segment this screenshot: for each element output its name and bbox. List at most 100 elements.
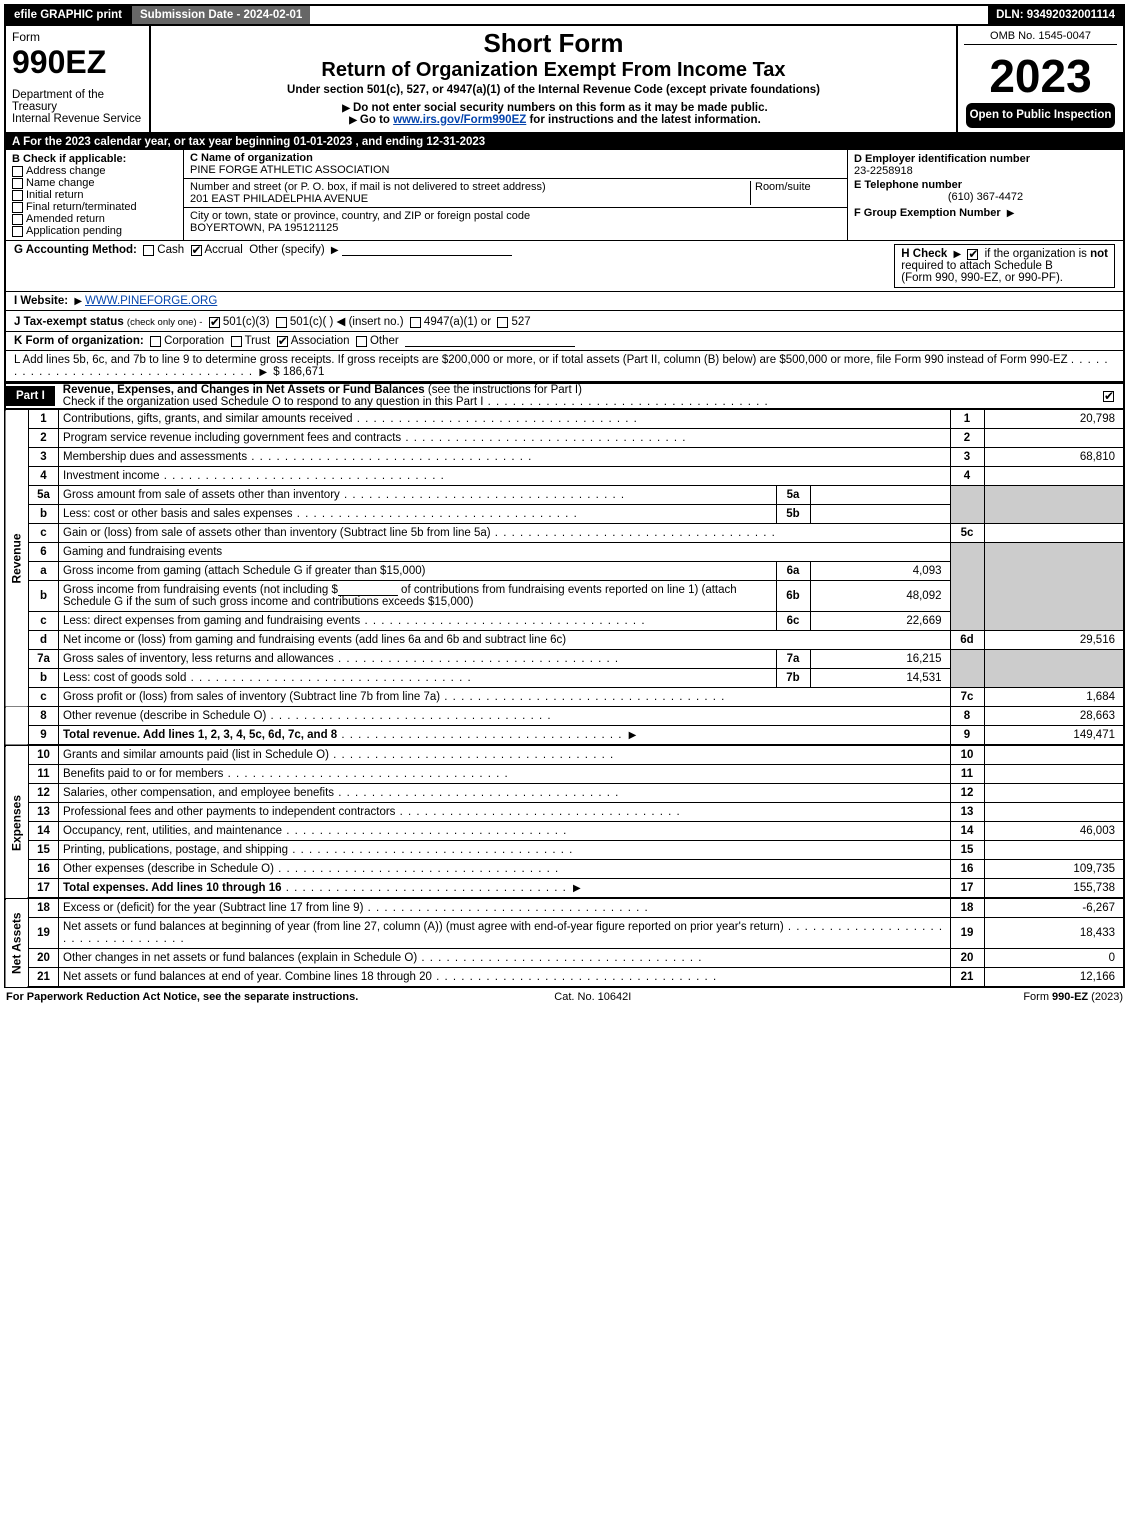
- cb-final-return[interactable]: [12, 202, 23, 213]
- h-post1: required to attach Schedule B: [901, 260, 1053, 272]
- line-k: K Form of organization: Corporation Trus…: [4, 332, 1125, 351]
- i-arrow-icon: [71, 295, 85, 307]
- row-6: 6 Gaming and fundraising events: [5, 543, 1124, 562]
- g-label: G Accounting Method:: [14, 244, 137, 256]
- website-link[interactable]: WWW.PINEFORGE.ORG: [85, 295, 217, 307]
- h-mid: if the organization is: [985, 248, 1090, 260]
- goto-line: Go to www.irs.gov/Form990EZ for instruct…: [157, 114, 950, 126]
- cb-initial-return[interactable]: [12, 190, 23, 201]
- efile-label[interactable]: efile GRAPHIC print: [6, 6, 130, 24]
- form-number: 990EZ: [12, 44, 143, 81]
- subtitle: Under section 501(c), 527, or 4947(a)(1)…: [157, 84, 950, 96]
- line-g-h: G Accounting Method: Cash Accrual Other …: [4, 241, 1125, 292]
- lbl-association: Association: [291, 335, 350, 347]
- cb-527[interactable]: [497, 317, 508, 328]
- g-arrow-icon: [328, 244, 342, 256]
- r9-arrow-icon: [626, 729, 640, 741]
- f-arrow-icon: [1004, 207, 1018, 219]
- part1-dots: [483, 396, 768, 408]
- l-arrow-icon: [256, 366, 270, 378]
- part1-title: Revenue, Expenses, and Changes in Net As…: [63, 384, 425, 396]
- 6b-blank[interactable]: [338, 584, 398, 596]
- lbl-501c3: 501(c)(3): [223, 316, 270, 328]
- dln-label: DLN: 93492032001114: [988, 6, 1123, 24]
- lbl-trust: Trust: [245, 335, 271, 347]
- warn-line: Do not enter social security numbers on …: [157, 102, 950, 114]
- revenue-vlabel: Revenue: [5, 410, 29, 707]
- box-b: B Check if applicable: Address change Na…: [6, 150, 184, 240]
- net-assets-vlabel: Net Assets: [5, 899, 29, 987]
- row-8: 8 Other revenue (describe in Schedule O)…: [5, 707, 1124, 726]
- cb-trust[interactable]: [231, 336, 242, 347]
- lbl-501c: 501(c)( ): [290, 316, 333, 328]
- part1-check-line: Check if the organization used Schedule …: [63, 396, 484, 408]
- i-label: I Website:: [14, 295, 68, 307]
- row-5c: c Gain or (loss) from sale of assets oth…: [5, 524, 1124, 543]
- city-label: City or town, state or province, country…: [190, 210, 841, 222]
- l-text: L Add lines 5b, 6c, and 7b to line 9 to …: [14, 354, 1068, 366]
- row-21: 21Net assets or fund balances at end of …: [5, 968, 1124, 988]
- cb-501c3[interactable]: [209, 317, 220, 328]
- lbl-corporation: Corporation: [164, 335, 224, 347]
- lbl-insert-no: (insert no.): [349, 316, 404, 328]
- ein-value: 23-2258918: [854, 165, 1117, 177]
- cb-association[interactable]: [277, 336, 288, 347]
- line-j: J Tax-exempt status (check only one) - 5…: [4, 311, 1125, 332]
- k-label: K Form of organization:: [14, 335, 144, 347]
- h-arrow-icon: [951, 248, 965, 260]
- irs-link[interactable]: www.irs.gov/Form990EZ: [393, 114, 526, 126]
- line-l: L Add lines 5b, 6c, and 7b to line 9 to …: [4, 351, 1125, 383]
- expenses-vlabel: Expenses: [5, 746, 29, 898]
- j-note: (check only one) -: [127, 317, 203, 328]
- cb-part1-sched-o[interactable]: [1103, 391, 1114, 402]
- cb-address-change[interactable]: [12, 166, 23, 177]
- cb-application-pending[interactable]: [12, 226, 23, 237]
- cb-amended-return[interactable]: [12, 214, 23, 225]
- addr-label: Number and street (or P. O. box, if mail…: [190, 181, 746, 193]
- room-label: Room/suite: [751, 181, 841, 205]
- cb-corporation[interactable]: [150, 336, 161, 347]
- cb-cash[interactable]: [143, 245, 154, 256]
- row-14: 14Occupancy, rent, utilities, and mainte…: [5, 822, 1124, 841]
- cb-other-org[interactable]: [356, 336, 367, 347]
- row-20: 20Other changes in net assets or fund ba…: [5, 949, 1124, 968]
- footer-cat: Cat. No. 10642I: [554, 991, 631, 1003]
- k-other-blank[interactable]: [405, 335, 575, 347]
- dept-line1: Department of the Treasury: [12, 89, 143, 113]
- j-label: J Tax-exempt status: [14, 316, 124, 328]
- line-i: I Website: WWW.PINEFORGE.ORG: [4, 292, 1125, 311]
- row-3: 3 Membership dues and assessments 3 68,8…: [5, 448, 1124, 467]
- cb-h[interactable]: [967, 249, 978, 260]
- h-box: H Check if the organization is not requi…: [894, 244, 1115, 288]
- r17-arrow-icon: [570, 882, 584, 894]
- lbl-name-change: Name change: [26, 177, 95, 189]
- warn-text: Do not enter social security numbers on …: [353, 102, 768, 114]
- cb-name-change[interactable]: [12, 178, 23, 189]
- h-not: not: [1090, 248, 1108, 260]
- h-post2: (Form 990, 990-EZ, or 990-PF).: [901, 272, 1063, 284]
- g-other-blank[interactable]: [342, 244, 512, 256]
- cb-accrual[interactable]: [191, 245, 202, 256]
- lbl-amended-return: Amended return: [26, 213, 105, 225]
- expenses-table: Expenses 10 Grants and similar amounts p…: [4, 746, 1125, 899]
- title-return: Return of Organization Exempt From Incom…: [157, 59, 950, 82]
- lbl-4947: 4947(a)(1) or: [424, 316, 491, 328]
- row-4: 4 Investment income 4: [5, 467, 1124, 486]
- footer-left: For Paperwork Reduction Act Notice, see …: [6, 991, 358, 1003]
- row-7a: 7a Gross sales of inventory, less return…: [5, 650, 1124, 669]
- form-header: Form 990EZ Department of the Treasury In…: [4, 26, 1125, 134]
- net-assets-table: Net Assets 18 Excess or (deficit) for th…: [4, 899, 1125, 988]
- cb-4947[interactable]: [410, 317, 421, 328]
- row-16: 16Other expenses (describe in Schedule O…: [5, 860, 1124, 879]
- row-18: Net Assets 18 Excess or (deficit) for th…: [5, 899, 1124, 918]
- f-label: F Group Exemption Number: [854, 207, 1001, 219]
- row-11: 11Benefits paid to or for members11: [5, 765, 1124, 784]
- lbl-cash: Cash: [157, 244, 184, 256]
- row-15: 15Printing, publications, postage, and s…: [5, 841, 1124, 860]
- cb-501c[interactable]: [276, 317, 287, 328]
- lbl-final-return: Final return/terminated: [26, 201, 137, 213]
- form-word: Form: [12, 30, 143, 44]
- row-12: 12Salaries, other compensation, and empl…: [5, 784, 1124, 803]
- section-a: A For the 2023 calendar year, or tax yea…: [4, 134, 1125, 150]
- lbl-initial-return: Initial return: [26, 189, 83, 201]
